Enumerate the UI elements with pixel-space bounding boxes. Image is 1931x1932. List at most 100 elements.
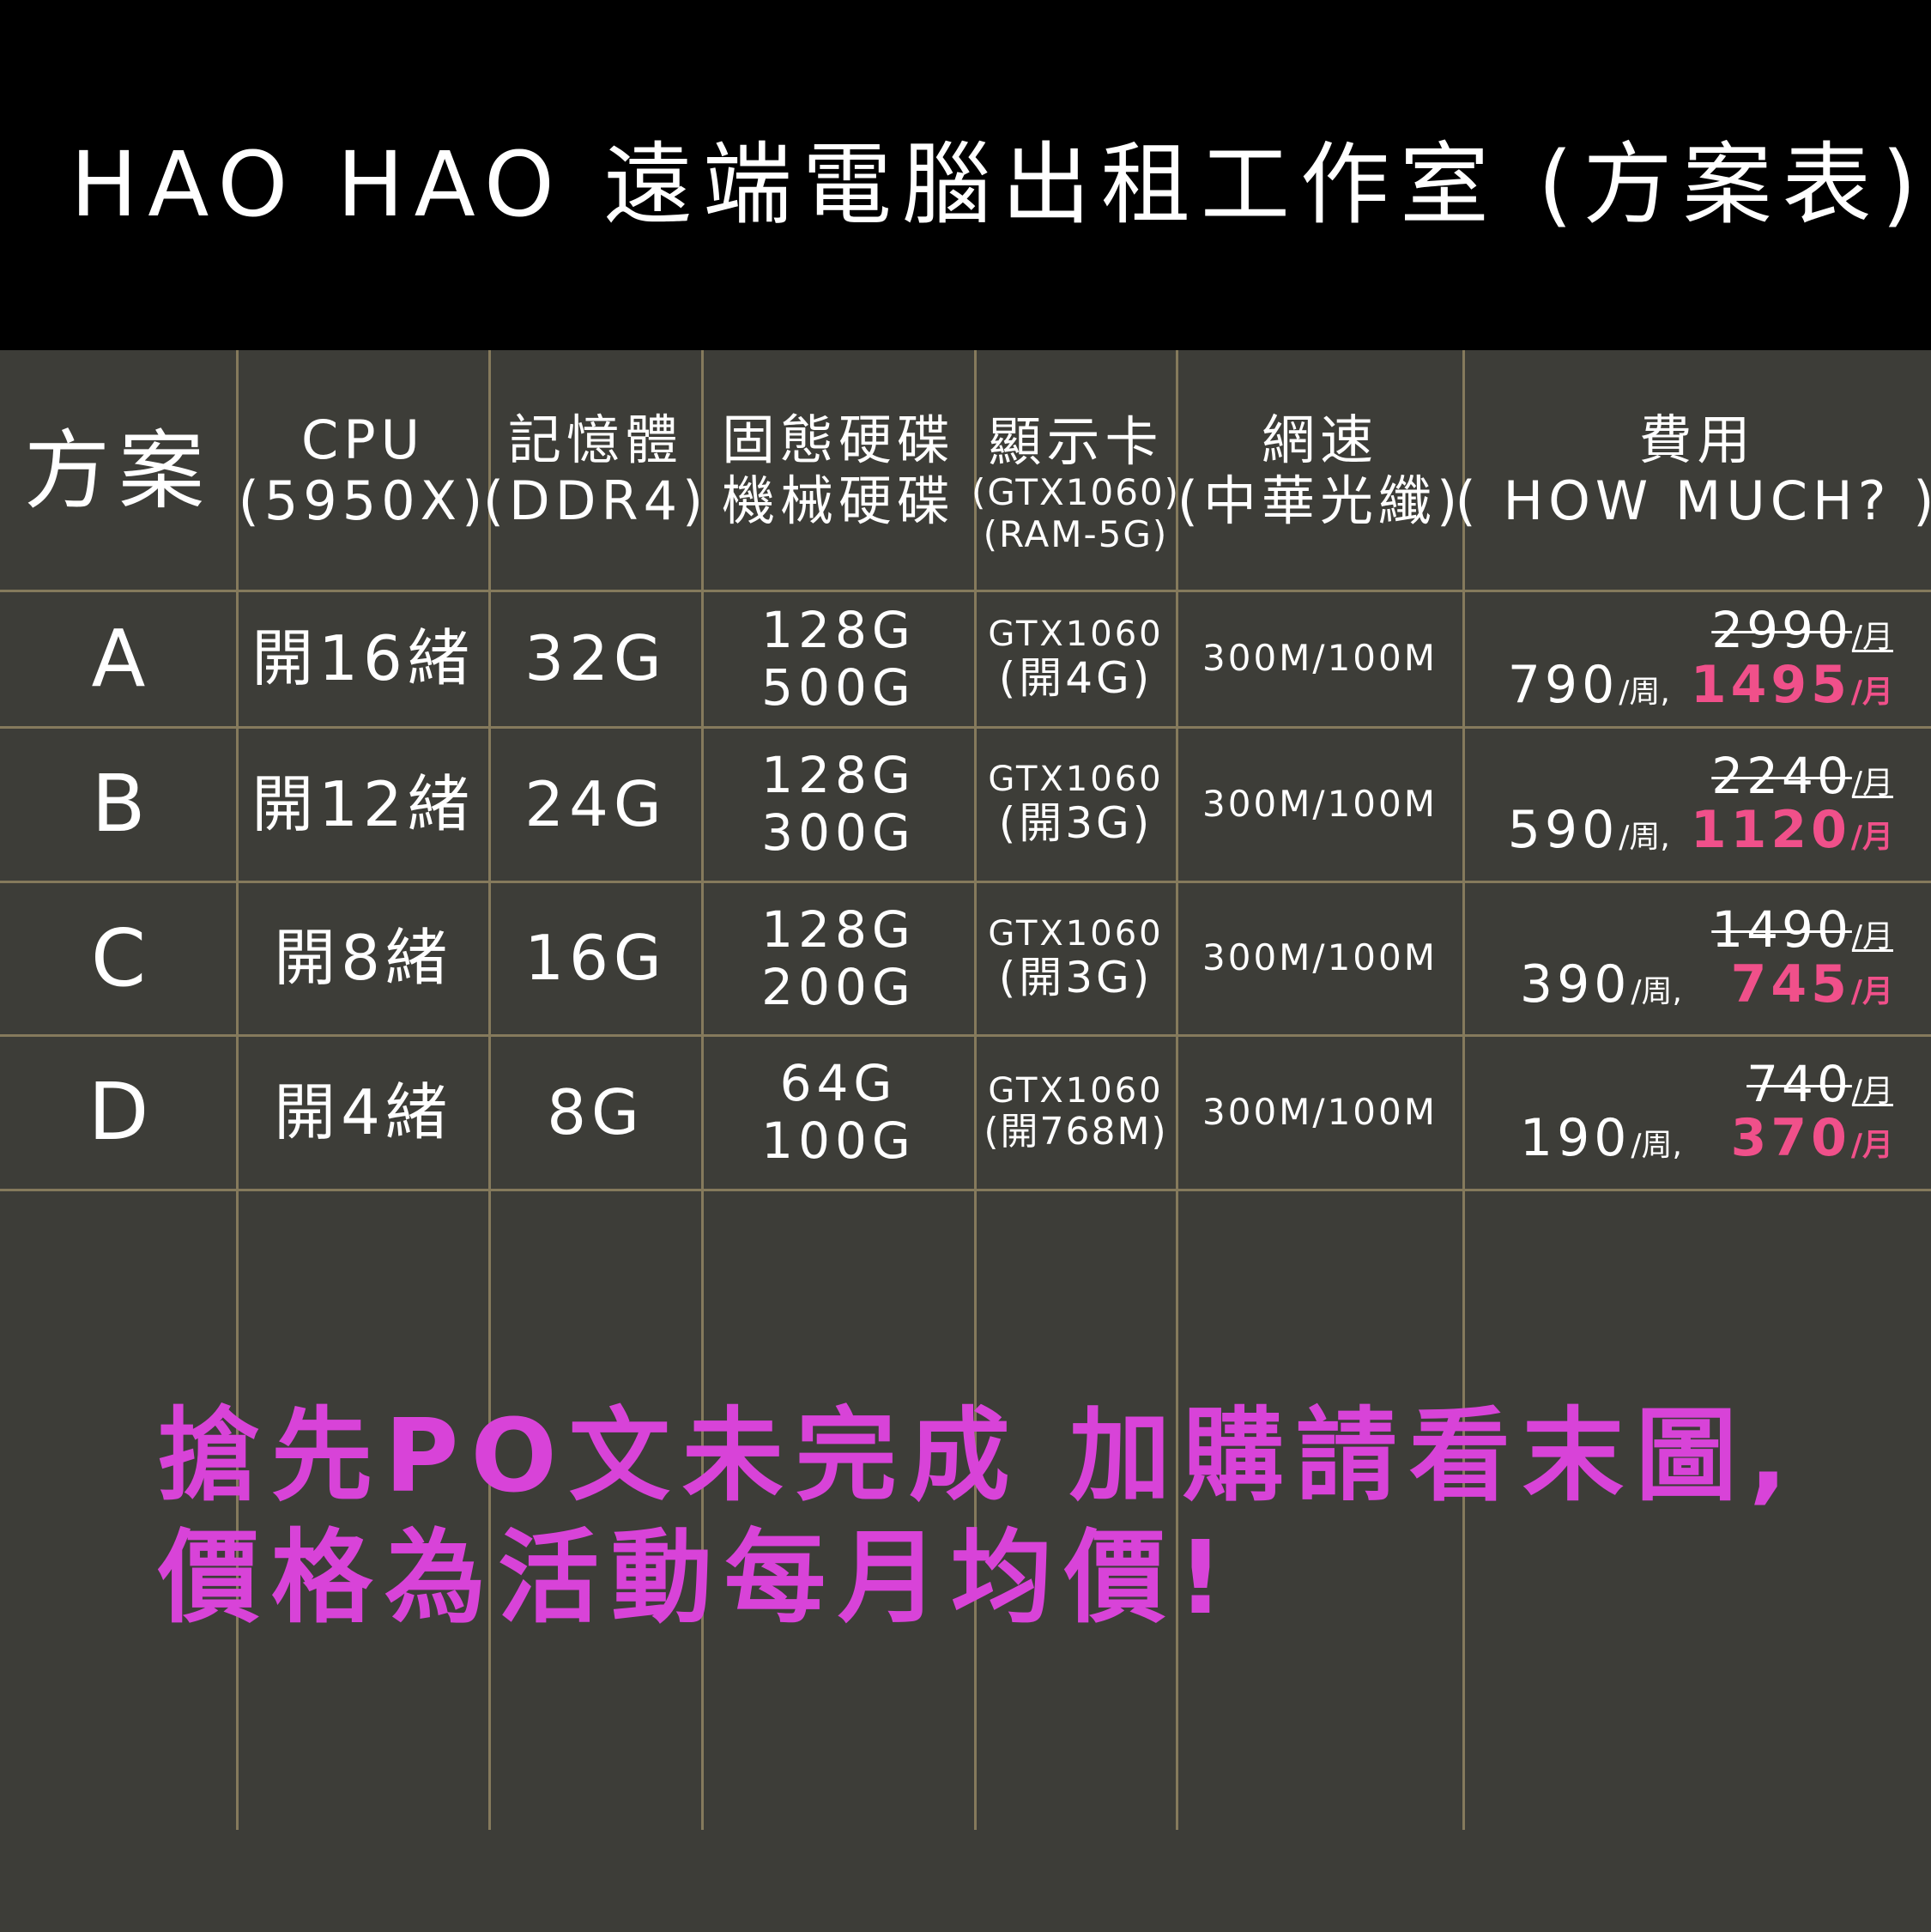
original-price-unit: /月	[1851, 919, 1893, 955]
grid-horizontal-line	[0, 726, 1931, 729]
hdd-size: 100G	[761, 1111, 916, 1170]
current-price: 190/周, 370/月	[1520, 1110, 1893, 1166]
grid-vertical-line	[1176, 350, 1178, 1830]
header-cpu: CPU (5950X)	[237, 350, 489, 591]
original-price-value: 2240	[1711, 746, 1852, 805]
ssd-size: 128G	[761, 899, 916, 959]
header-banner	[0, 0, 1931, 350]
grid-horizontal-line	[0, 1034, 1931, 1037]
gpu-model: GTX1060	[988, 760, 1164, 800]
grid-vertical-line	[488, 350, 491, 1830]
weekly-unit: /周,	[1631, 1128, 1682, 1164]
plan-label: C	[90, 911, 147, 1004]
gpu-vram: (開3G)	[998, 952, 1153, 1002]
page-title: HAO HAO 遠端電腦出租工作室 (方案表)	[70, 132, 1928, 237]
cell-plan: D	[0, 1035, 237, 1190]
monthly-unit: /月	[1850, 1128, 1893, 1164]
ssd-size: 64G	[779, 1054, 898, 1113]
original-price-unit: /月	[1851, 1073, 1893, 1109]
plan-label: B	[91, 758, 146, 851]
weekly-price: 190	[1519, 1108, 1631, 1169]
header-plan: 方案	[0, 350, 237, 591]
original-price-value: 2990	[1711, 601, 1852, 660]
header-label: 方案	[24, 420, 213, 521]
weekly-price: 790	[1507, 654, 1619, 715]
weekly-unit: /周,	[1619, 820, 1670, 856]
cpu-threads: 開16緒	[251, 622, 475, 695]
grid-vertical-line	[974, 350, 977, 1830]
hdd-size: 200G	[761, 957, 916, 1016]
ram-size: 8G	[547, 1075, 645, 1148]
original-price-unit: /月	[1851, 620, 1893, 656]
grid-horizontal-line	[0, 590, 1931, 592]
cell-disk: 128G 200G	[702, 881, 975, 1035]
current-price: 790/周, 1495/月	[1508, 657, 1893, 713]
cell-net: 300M/100M	[1177, 727, 1463, 881]
original-price: 2240/月	[1711, 746, 1893, 805]
header-label: 費用	[1638, 408, 1756, 471]
header-label: 網速	[1261, 408, 1378, 471]
hdd-size: 300G	[761, 803, 916, 862]
monthly-price-value: 370	[1730, 1108, 1851, 1169]
weekly-unit: /周,	[1619, 674, 1670, 710]
header-sublabel: (RAM-5G)	[983, 512, 1169, 555]
cell-ram: 32G	[489, 591, 702, 727]
original-price-value: 1490	[1711, 900, 1852, 960]
grid-horizontal-line	[0, 1189, 1931, 1191]
header-sublabel: ( HOW MUCH? )	[1455, 469, 1931, 532]
cell-gpu: GTX1060 (開3G)	[975, 727, 1177, 881]
original-price: 740/月	[1746, 1057, 1893, 1111]
monthly-unit: /月	[1850, 674, 1893, 710]
cell-plan: C	[0, 881, 237, 1035]
cell-gpu: GTX1060 (開768M)	[975, 1035, 1177, 1190]
cell-cpu: 開16緒	[237, 591, 489, 727]
ssd-size: 128G	[761, 746, 916, 805]
hdd-size: 500G	[761, 657, 916, 717]
plan-label: A	[91, 612, 146, 705]
header-sublabel: (5950X)	[238, 469, 488, 532]
header-label: 記憶體	[507, 408, 683, 471]
gpu-vram: (開768M)	[984, 1109, 1168, 1154]
cell-net: 300M/100M	[1177, 881, 1463, 1035]
cell-ram: 24G	[489, 727, 702, 881]
original-price: 1490/月	[1711, 904, 1893, 956]
header-sublabel: (中華光纖)	[1177, 469, 1463, 532]
header-net: 網速 (中華光纖)	[1177, 350, 1463, 591]
gpu-model: GTX1060	[988, 913, 1164, 954]
promo-text: 搶先PO文未完成 加購請看末圖, 價格為活動每月均價!	[158, 1395, 1800, 1638]
cell-price: 1490/月 390/周, 745/月	[1463, 881, 1931, 1035]
cpu-threads: 開8緒	[274, 922, 452, 995]
weekly-price: 390	[1519, 954, 1631, 1014]
net-speed: 300M/100M	[1202, 936, 1438, 979]
grid-horizontal-line	[0, 881, 1931, 883]
header-sublabel: (DDR4)	[482, 469, 709, 532]
cell-net: 300M/100M	[1177, 591, 1463, 727]
header-price: 費用( HOW MUCH? )	[1456, 350, 1931, 591]
cell-price: 2990/月 790/周, 1495/月	[1463, 591, 1931, 727]
gpu-vram: (開4G)	[998, 652, 1153, 703]
monthly-price-value: 745	[1730, 954, 1851, 1014]
ram-size: 16G	[524, 922, 667, 995]
ram-size: 24G	[524, 767, 667, 840]
cpu-threads: 開4緒	[274, 1075, 452, 1148]
gpu-model: GTX1060	[988, 1070, 1164, 1111]
cell-net: 300M/100M	[1177, 1035, 1463, 1190]
header-sublabel: (GTX1060)	[971, 471, 1181, 514]
header-label: 顯示卡	[988, 410, 1164, 474]
header-disk: 固態硬碟 機械硬碟	[702, 350, 975, 591]
cell-price: 740/月 190/周, 370/月	[1463, 1035, 1931, 1190]
cell-plan: B	[0, 727, 237, 881]
header-label: 固態硬碟	[721, 408, 955, 471]
cell-plan: A	[0, 591, 237, 727]
gpu-model: GTX1060	[988, 614, 1164, 654]
cell-gpu: GTX1060 (開3G)	[975, 881, 1177, 1035]
cell-cpu: 開12緒	[237, 727, 489, 881]
ram-size: 32G	[524, 622, 667, 695]
cell-price: 2240/月 590/周, 1120/月	[1463, 727, 1931, 881]
net-speed: 300M/100M	[1202, 637, 1438, 680]
grid-vertical-line	[701, 350, 704, 1830]
header-label: CPU	[300, 408, 426, 471]
plan-label: D	[88, 1066, 149, 1159]
monthly-price-value: 1495	[1690, 654, 1851, 715]
gpu-vram: (開3G)	[998, 798, 1153, 849]
